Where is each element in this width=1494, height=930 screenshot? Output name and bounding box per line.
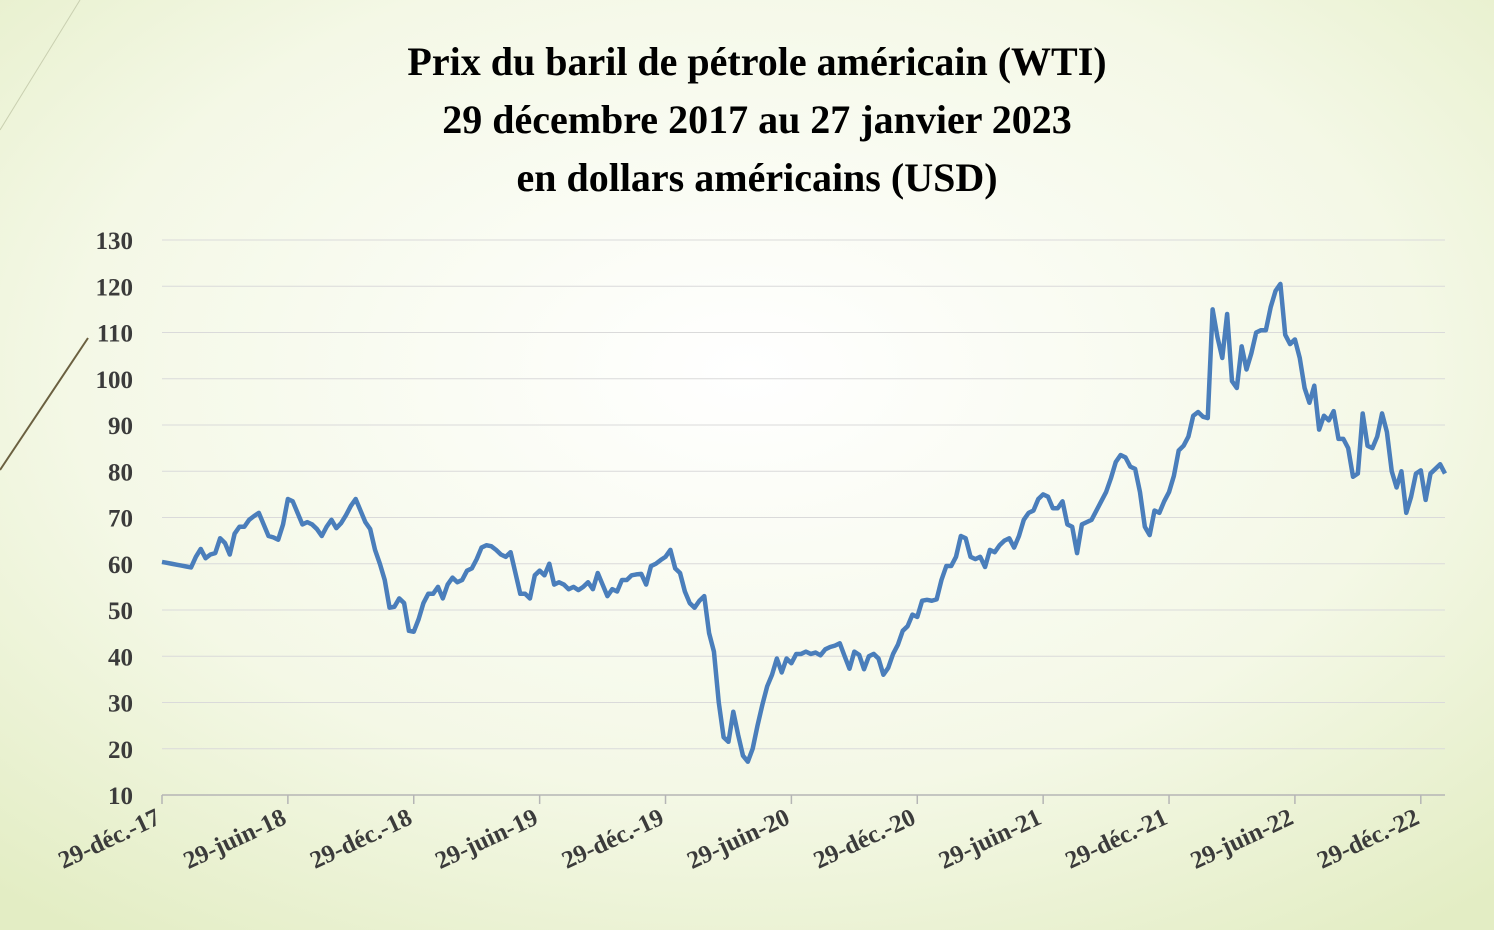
title-group: Prix du baril de pétrole américain (WTI)… [407,39,1106,200]
decoration [0,0,81,131]
y-tick-label: 10 [108,783,133,810]
y-tick-label: 70 [108,506,133,533]
y-tick-label: 130 [96,228,134,255]
line-series [161,281,1447,764]
y-tick-label: 80 [108,459,133,486]
y-tick-label: 20 [108,737,133,764]
y-tick-label: 100 [96,367,134,394]
y-tick-label: 40 [108,644,133,671]
y-tick-label: 60 [108,552,133,579]
y-tick-label: 120 [96,274,134,301]
chart-title: Prix du baril de pétrole américain (WTI) [407,39,1106,84]
chart-title: 29 décembre 2017 au 27 janvier 2023 [442,97,1072,142]
y-tick-label: 90 [108,413,133,440]
chart-title: en dollars américains (USD) [516,155,997,200]
decoration [0,337,89,471]
y-tick-label: 30 [108,691,133,718]
y-tick-label: 50 [108,598,133,625]
y-tick-label: 110 [97,321,133,348]
